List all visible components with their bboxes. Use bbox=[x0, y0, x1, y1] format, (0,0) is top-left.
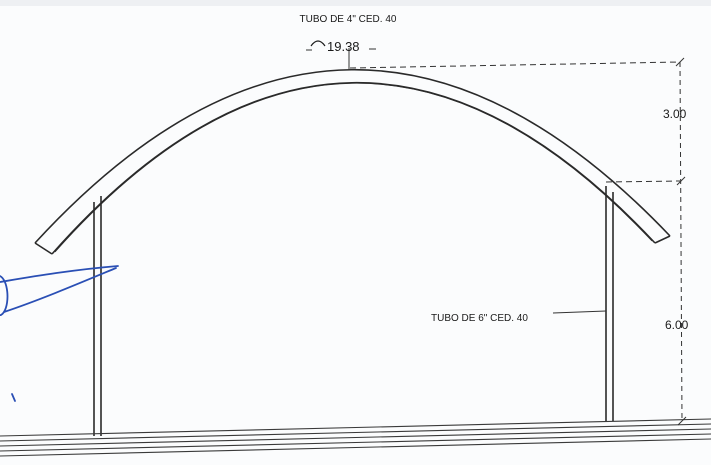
vertical-dimension-line bbox=[679, 61, 683, 422]
spring-tick bbox=[676, 176, 686, 186]
pen-scribble bbox=[0, 265, 119, 402]
arch-left-end-cap bbox=[34, 242, 53, 255]
dimension-lines bbox=[306, 48, 687, 426]
column-height-dimension-label: 6.00 bbox=[665, 318, 689, 332]
ground-line-1 bbox=[0, 418, 711, 437]
arc-length-label: 19.38 bbox=[327, 39, 360, 54]
column-leader-line bbox=[552, 310, 607, 314]
base-tick bbox=[677, 416, 687, 426]
column-pipe-label: TUBO DE 6" CED. 40 bbox=[431, 313, 528, 324]
arch-inner-curve-double bbox=[54, 82, 653, 253]
top-pipe-label: TUBO DE 4" CED. 40 bbox=[300, 14, 397, 25]
ground-line-5 bbox=[0, 438, 711, 457]
pen-stroke-lower bbox=[3, 267, 117, 313]
arch-right-end-cap bbox=[654, 235, 671, 244]
ground-lines bbox=[0, 418, 711, 457]
apex-extension-line bbox=[349, 61, 681, 69]
pen-stroke-tick bbox=[11, 393, 16, 402]
ground-line-3 bbox=[0, 428, 711, 447]
ground-line-4 bbox=[0, 433, 711, 452]
arch-outer-curve bbox=[34, 69, 671, 244]
pen-stroke-upper bbox=[0, 265, 119, 283]
arc-length-symbol-icon bbox=[310, 40, 326, 47]
scan-shadow bbox=[0, 0, 711, 6]
rise-dimension-label: 3.00 bbox=[663, 107, 687, 121]
spring-extension-line bbox=[605, 180, 681, 183]
ground-line-2 bbox=[0, 423, 711, 442]
apex-tick bbox=[675, 57, 685, 67]
columns bbox=[93, 186, 614, 436]
arch-pipe bbox=[34, 69, 671, 255]
